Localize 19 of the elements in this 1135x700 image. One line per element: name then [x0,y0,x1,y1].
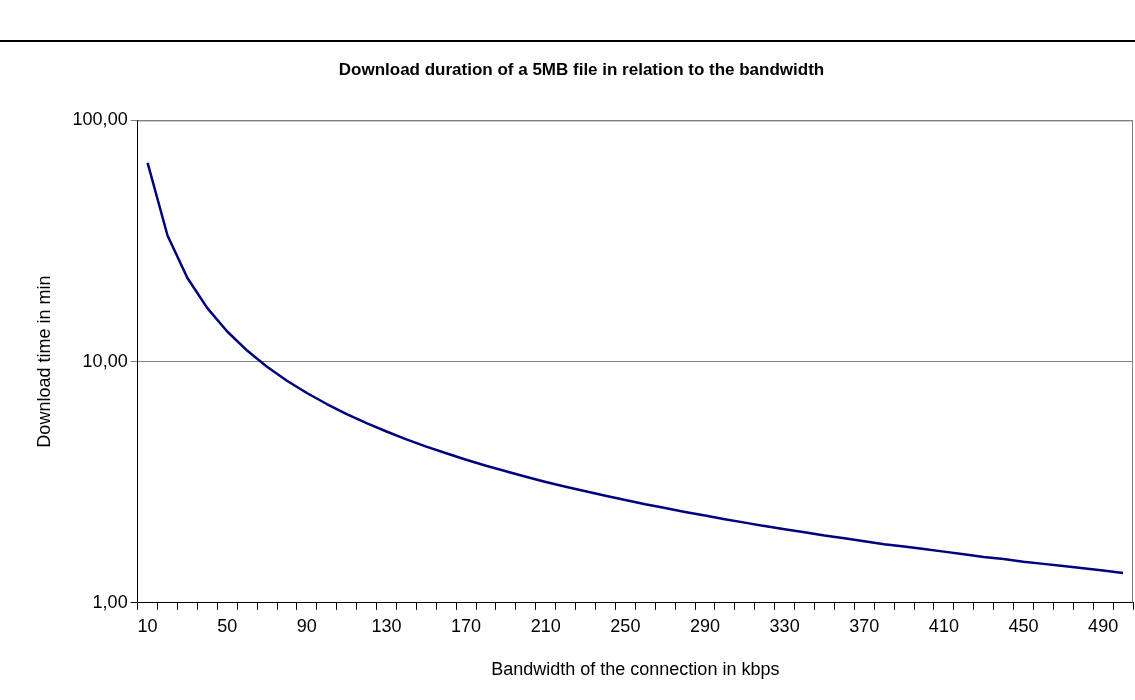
x-tick-label: 90 [296,615,317,636]
x-tick-label: 50 [217,615,238,636]
x-tick-label: 210 [530,615,561,636]
x-tick-label: 410 [928,615,959,636]
x-tick-label: 290 [689,615,721,636]
x-axis-title: Bandwidth of the connection in kbps [491,659,780,680]
y-tick-label: 1,00 [92,591,128,612]
x-tick-label: 490 [1088,615,1119,636]
chart-title: Download duration of a 5MB file in relation to the bandwidth [338,59,825,79]
y-tick-label: 100,00 [72,109,128,130]
y-tick-label: 10,00 [82,350,128,371]
x-tick-label: 170 [451,615,482,636]
x-tick-label: 370 [849,615,880,636]
x-tick-label: 250 [610,615,641,636]
y-axis-title: Download time in min [33,275,54,448]
x-tick-label: 130 [371,615,402,636]
x-tick-label: 450 [1008,615,1039,636]
x-tick-label: 10 [137,615,158,636]
x-tick-label: 330 [769,615,800,636]
